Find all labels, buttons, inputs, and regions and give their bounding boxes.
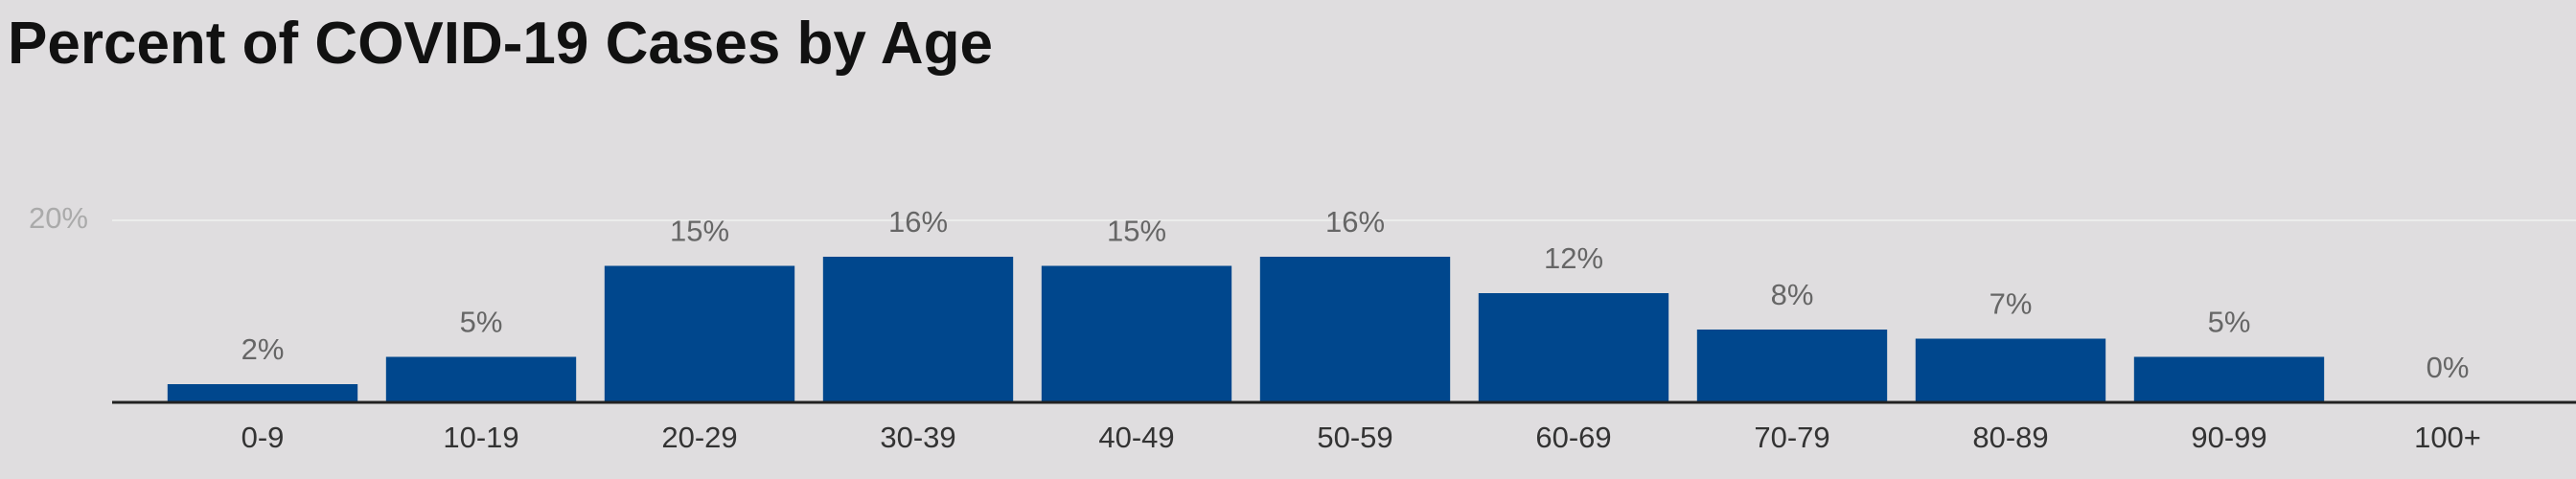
- bar: [1041, 265, 1232, 402]
- data-label: 15%: [1107, 215, 1166, 248]
- bar: [385, 356, 577, 402]
- bar: [822, 257, 1014, 402]
- x-tick-label: 20-29: [661, 421, 737, 454]
- x-tick-label: 0-9: [242, 421, 285, 454]
- data-label: 16%: [888, 205, 948, 239]
- data-label: 15%: [670, 215, 729, 248]
- bar: [2133, 356, 2325, 402]
- data-label: 2%: [242, 332, 285, 366]
- x-tick-label: 80-89: [1972, 421, 2048, 454]
- x-tick-label: 50-59: [1317, 421, 1392, 454]
- bar: [1478, 293, 1669, 402]
- y-tick-label: 20%: [29, 201, 88, 235]
- bar: [604, 265, 795, 402]
- bar: [167, 384, 358, 402]
- bar: [1696, 330, 1888, 402]
- x-tick-label: 60-69: [1535, 421, 1611, 454]
- bar: [1915, 338, 2106, 402]
- data-label: 16%: [1325, 205, 1385, 239]
- x-tick-label: 40-49: [1098, 421, 1174, 454]
- chart-title: Percent of COVID-19 Cases by Age: [8, 11, 993, 77]
- data-label: 7%: [1990, 287, 2033, 321]
- data-label: 5%: [460, 306, 503, 339]
- x-tick-label: 10-19: [443, 421, 518, 454]
- x-tick-label: 30-39: [880, 421, 955, 454]
- data-label: 12%: [1544, 241, 1603, 275]
- x-tick-label: 100+: [2414, 421, 2481, 454]
- data-label: 5%: [2208, 306, 2251, 339]
- bar: [1259, 257, 1451, 402]
- x-tick-label: 70-79: [1754, 421, 1829, 454]
- x-tick-label: 90-99: [2191, 421, 2266, 454]
- data-label: 0%: [2426, 351, 2470, 384]
- data-label: 8%: [1771, 278, 1814, 311]
